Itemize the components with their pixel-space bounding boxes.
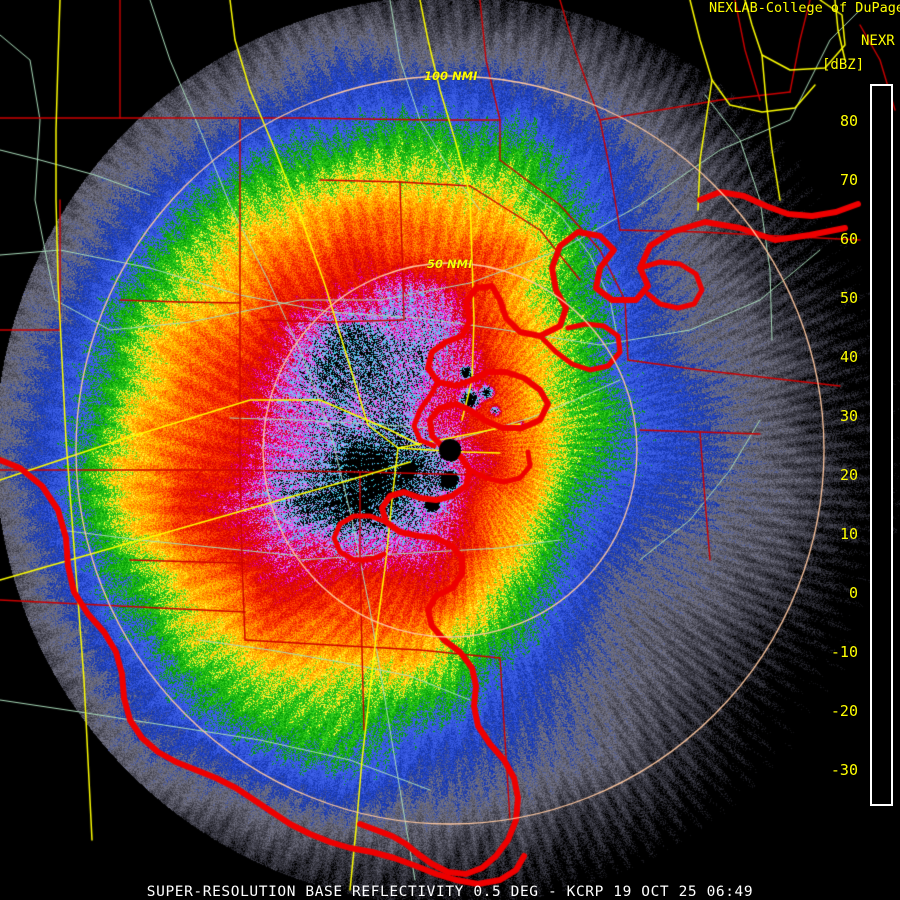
colorbar-frame	[870, 84, 893, 806]
product-code-label: NEXR	[861, 33, 895, 49]
colorbar-units-label: [dBZ]	[822, 57, 865, 73]
status-bar: SUPER-RESOLUTION BASE REFLECTIVITY 0.5 D…	[146, 884, 754, 900]
header-title: NEXLAB-College of DuPage	[709, 0, 900, 16]
range-ring-label-100nmi: 100 NMI	[424, 69, 478, 83]
range-ring-label-50nmi: 50 NMI	[427, 257, 473, 271]
reflectivity-colorbar[interactable]	[870, 84, 893, 806]
